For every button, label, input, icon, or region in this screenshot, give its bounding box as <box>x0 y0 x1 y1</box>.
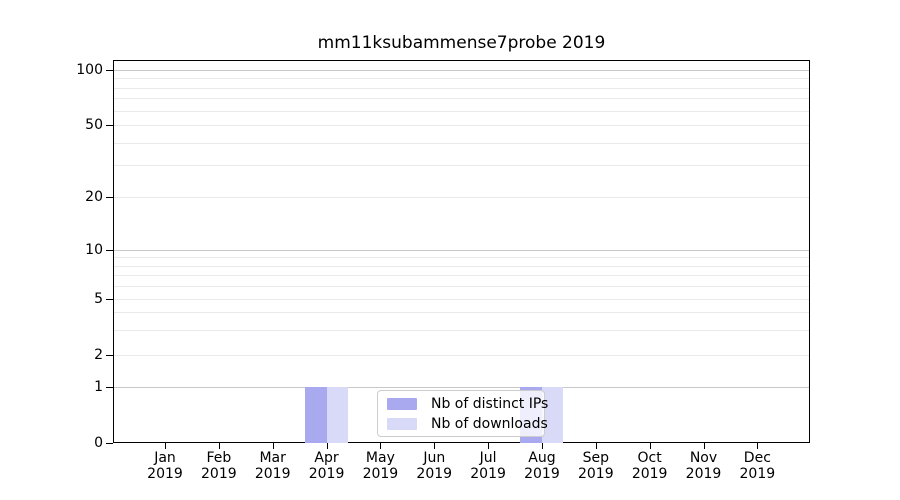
y-tick-label: 20 <box>85 189 103 205</box>
x-tick-mark-apr <box>326 443 328 449</box>
x-tick-label: Nov 2019 <box>685 450 722 482</box>
gridline-y-60 <box>114 110 809 112</box>
x-tick-mark-mar <box>272 443 274 449</box>
y-tick-label: 0 <box>94 435 103 451</box>
x-tick-mark-jul <box>488 443 490 449</box>
x-tick-mark-sep <box>595 443 597 449</box>
x-tick-label: Dec 2019 <box>739 450 776 482</box>
gridline-y-100 <box>114 70 809 71</box>
legend-label-2: Nb of downloads <box>431 415 548 432</box>
chart-title: mm11ksubammense7probe 2019 <box>317 33 606 53</box>
y-tick-mark-100 <box>106 70 113 71</box>
gridline-y-90 <box>114 78 809 80</box>
x-tick-label: Aug 2019 <box>524 450 560 482</box>
x-tick-label: Jun 2019 <box>416 450 453 482</box>
y-tick-label: 5 <box>94 290 103 307</box>
gridline-y-30 <box>114 165 809 167</box>
gridline-y-20 <box>114 197 809 198</box>
bar-nb-of-distinct-ips-apr <box>305 386 327 443</box>
x-tick-mark-dec <box>757 443 759 449</box>
legend: Nb of distinct IPs Nb of downloads <box>377 390 548 437</box>
y-tick-mark-0 <box>106 443 113 444</box>
x-tick-label: May 2019 <box>362 450 399 482</box>
x-tick-mark-may <box>380 443 382 449</box>
y-tick-mark-50 <box>106 125 113 126</box>
legend-swatch-1 <box>387 397 417 410</box>
y-tick-label: 50 <box>85 117 103 133</box>
y-tick-mark-10 <box>106 249 113 251</box>
y-tick-label: 10 <box>85 241 103 258</box>
y-tick-mark-2 <box>106 355 113 356</box>
y-tick-mark-1 <box>106 386 113 388</box>
legend-label-1: Nb of distinct IPs <box>431 395 549 412</box>
gridline-y-40 <box>114 142 809 144</box>
x-tick-mark-jan <box>165 443 166 449</box>
gridline-y-6 <box>114 285 809 287</box>
gridline-y-9 <box>114 257 809 259</box>
x-tick-label: Mar 2019 <box>254 450 291 482</box>
bar-nb-of-downloads-apr <box>326 386 349 443</box>
x-tick-label: Jul 2019 <box>470 450 506 482</box>
x-tick-mark-jun <box>434 443 436 449</box>
y-tick-label: 2 <box>94 347 103 363</box>
x-tick-label: Apr 2019 <box>308 450 345 482</box>
gridline-y-70 <box>114 98 809 100</box>
legend-item-1: Nb of distinct IPs <box>387 397 548 411</box>
gridline-y-4 <box>114 312 809 314</box>
x-tick-mark-nov <box>703 443 705 449</box>
y-tick-mark-5 <box>106 298 113 300</box>
legend-item-2: Nb of downloads <box>387 417 548 431</box>
gridline-y-3 <box>114 330 809 331</box>
gridline-y-50 <box>114 125 809 126</box>
legend-swatch-2 <box>387 417 417 430</box>
y-tick-label: 1 <box>94 378 103 395</box>
plot-area <box>113 60 810 443</box>
x-tick-mark-oct <box>649 443 651 449</box>
x-tick-label: Jan 2019 <box>147 450 183 482</box>
gridline-y-8 <box>114 265 809 267</box>
bar-nb-of-downloads-aug <box>541 386 564 443</box>
gridline-y-7 <box>114 274 809 276</box>
x-tick-mark-aug <box>541 443 543 449</box>
x-tick-label: Feb 2019 <box>201 450 237 482</box>
x-tick-label: Sep 2019 <box>577 450 614 482</box>
x-tick-mark-feb <box>218 443 220 449</box>
gridline-y-10 <box>114 249 809 251</box>
gridline-y-5 <box>114 298 809 300</box>
y-tick-mark-20 <box>106 197 113 198</box>
gridline-y-1 <box>114 386 809 388</box>
x-tick-label: Oct 2019 <box>631 450 668 482</box>
gridline-y-80 <box>114 87 809 89</box>
y-tick-label: 100 <box>76 62 103 78</box>
gridline-y-2 <box>114 355 809 356</box>
